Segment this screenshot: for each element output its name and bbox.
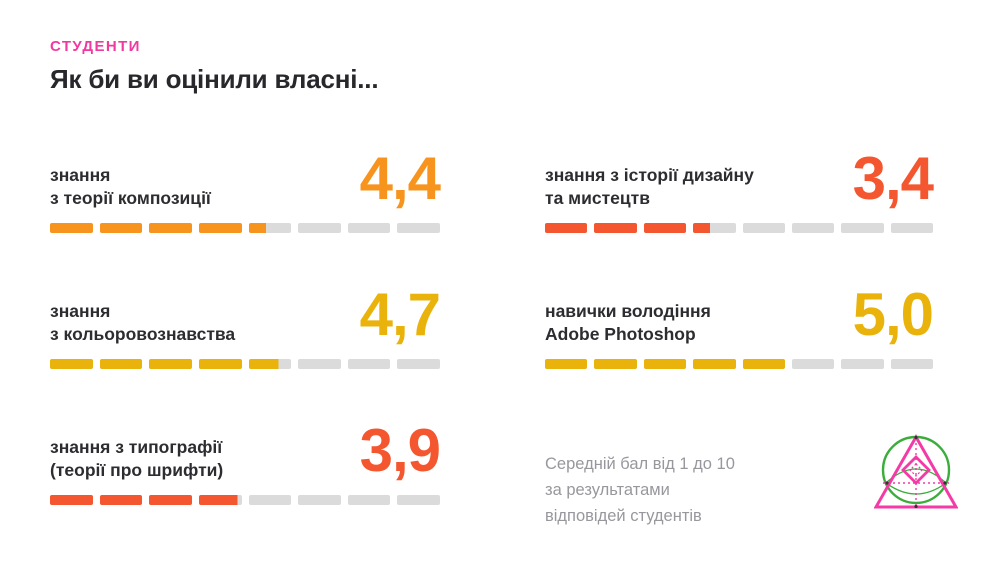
bar-segment [99,495,143,505]
bar-segment [248,223,292,233]
bar-segment [791,359,835,369]
stat-card-top: знання з історії дизайну та мистецтв 3,4 [545,145,934,213]
bar-segment [248,495,292,505]
bar-segment [198,495,242,505]
bar-segment [50,495,93,505]
group-eyebrow: СТУДЕНТИ [50,38,141,55]
bar-segment [890,359,933,369]
logo-triangle [874,433,958,509]
stat-bar [50,495,440,505]
bar-segment [742,223,785,233]
stat-bar [545,223,933,233]
bar-segment [397,495,440,505]
stat-label: знання з теорії композиції [50,165,211,208]
logo-node-base [914,504,918,509]
logo-node-right [943,481,947,485]
logo-node-left [885,481,889,485]
bar-segment [890,223,933,233]
footer-cell: Середній бал від 1 до 10 за результатами… [545,421,958,525]
bar-segment [149,495,192,505]
bar-segment [594,223,637,233]
bar-segment [198,223,242,233]
geometric-eye-triangle-logo [874,433,958,509]
stat-card: знання з типографії (теорії про шрифти) 3… [50,417,441,505]
page-title: Як би ви оцінили власні... [50,64,379,94]
bar-segment [841,223,884,233]
stat-value: 3,4 [852,145,934,212]
logo-diamond-inner [909,463,923,477]
bar-segment [791,223,835,233]
stat-value: 5,0 [852,281,934,348]
bar-segment [742,359,785,369]
bar-segment [643,359,687,369]
stat-card-top: знання з типографії (теорії про шрифти) 3… [50,417,441,485]
stat-label: навички володіння Adobe Photoshop [545,301,711,344]
bar-segment [149,359,192,369]
bar-segment [594,359,637,369]
stat-bar [50,359,440,369]
bar-segment [50,359,93,369]
bar-segment [99,359,143,369]
bar-segment [298,359,341,369]
stat-value: 4,7 [359,281,441,348]
stat-card-top: знання з теорії композиції 4,4 [50,145,441,213]
stat-card: знання з кольоровознавства 4,7 [50,281,441,369]
bar-segment [347,495,391,505]
stat-card-top: навички володіння Adobe Photoshop 5,0 [545,281,934,349]
bar-segment [545,359,588,369]
bar-segment [397,223,440,233]
bar-segment [248,359,292,369]
stat-card-top: знання з кольоровознавства 4,7 [50,281,441,349]
bar-segment [198,359,242,369]
bar-segment [545,223,588,233]
stat-value: 4,4 [359,145,441,212]
stat-card: знання з історії дизайну та мистецтв 3,4 [545,145,934,233]
scale-note: Середній бал від 1 до 10 за результатами… [545,455,735,525]
bar-segment [298,223,341,233]
logo-diamond-outer [901,455,931,485]
stat-label: знання з типографії (теорії про шрифти) [50,437,224,480]
bar-segment [149,223,192,233]
bar-segment [99,223,143,233]
stat-label: знання з історії дизайну та мистецтв [545,165,754,208]
stat-value: 3,9 [359,417,441,484]
bar-segment [693,359,736,369]
stats-grid: знання з теорії композиції 4,4 знання з іс… [50,145,958,525]
bar-segment [841,359,884,369]
logo-node-apex [914,435,918,440]
bar-segment [693,223,736,233]
bar-segment [347,359,391,369]
stat-bar [545,359,933,369]
bar-segment [347,223,391,233]
bar-segment [643,223,687,233]
bar-segment [397,359,440,369]
bar-segment [50,223,93,233]
stat-bar [50,223,440,233]
stat-label: знання з кольоровознавства [50,301,236,344]
stat-card: знання з теорії композиції 4,4 [50,145,441,233]
bar-segment [298,495,341,505]
stat-card: навички володіння Adobe Photoshop 5,0 [545,281,934,369]
